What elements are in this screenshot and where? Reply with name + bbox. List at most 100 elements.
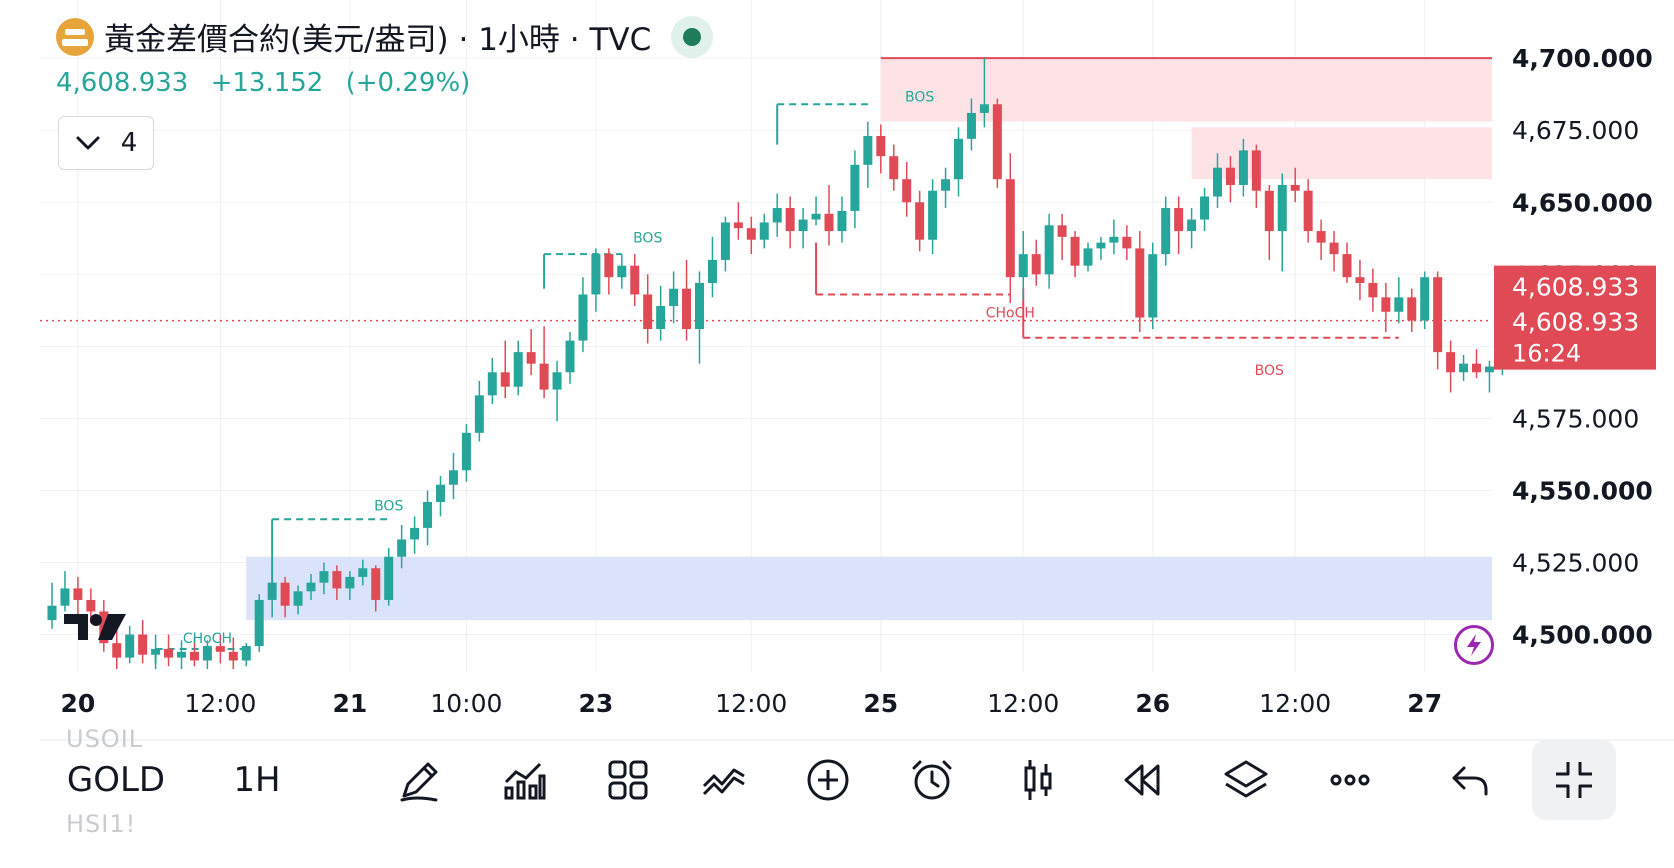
candle	[1109, 236, 1119, 243]
candle	[358, 568, 368, 577]
candle	[850, 164, 860, 211]
exit-fullscreen-icon[interactable]	[1532, 740, 1616, 820]
candle	[73, 588, 83, 600]
symbol-title[interactable]: 黃金差價合約(美元/盎司) · 1小時 · TVC	[104, 22, 652, 58]
layers-icon[interactable]	[1216, 735, 1276, 825]
last-price-label[interactable]	[1494, 265, 1656, 370]
structure-label: BOS	[1255, 363, 1284, 379]
candle	[436, 484, 445, 502]
candle	[164, 648, 174, 658]
candle	[228, 651, 238, 661]
undo-icon[interactable]	[1440, 735, 1500, 825]
y-axis-tick: 4,550.000	[1512, 476, 1653, 505]
demand-zone	[246, 556, 1492, 621]
indicators-icon[interactable]	[494, 735, 554, 825]
symbol-button[interactable]: GOLD	[66, 760, 166, 800]
candle	[837, 210, 847, 232]
candle	[280, 582, 290, 606]
candle	[267, 582, 277, 600]
layout-icon[interactable]	[598, 735, 658, 825]
candle	[565, 340, 575, 373]
x-axis-tick: 21	[332, 689, 367, 718]
x-axis-tick: 27	[1407, 689, 1442, 718]
candle	[293, 591, 303, 606]
candle	[1484, 366, 1494, 373]
candle	[189, 651, 199, 661]
indicator-count: 4	[120, 128, 138, 158]
candle	[811, 213, 821, 220]
chart-type-icon[interactable]	[1008, 735, 1068, 825]
candle	[759, 222, 769, 240]
candle	[487, 372, 497, 396]
candle	[526, 352, 536, 364]
y-axis-tick: 4,500.000	[1512, 621, 1653, 650]
alert-icon[interactable]	[902, 735, 962, 825]
candle	[1342, 254, 1352, 278]
candle	[410, 527, 420, 540]
last-price-value: 4,608.933	[1512, 308, 1639, 337]
structure-label: BOS	[905, 89, 934, 105]
candle	[86, 599, 96, 612]
candle	[474, 395, 484, 433]
candle	[1355, 277, 1365, 283]
draw-icon[interactable]	[390, 735, 450, 825]
candle	[215, 646, 225, 652]
candle	[138, 634, 148, 655]
candle	[889, 156, 899, 180]
candle	[1290, 184, 1300, 191]
faded-symbol-below: HSI1!	[66, 810, 137, 838]
candle	[384, 556, 394, 600]
candle	[1122, 236, 1132, 249]
candle	[151, 648, 161, 655]
candle	[500, 372, 510, 387]
interval-button[interactable]: 1H	[233, 760, 281, 800]
faded-symbol-above: USOIL	[66, 725, 144, 753]
supply-zone	[1191, 127, 1492, 180]
x-axis-tick: 23	[579, 689, 614, 718]
replay-icon[interactable]	[1112, 735, 1172, 825]
candle	[1264, 190, 1274, 232]
candle	[966, 112, 976, 139]
add-icon[interactable]	[798, 735, 858, 825]
market-open-status-icon[interactable]	[671, 15, 714, 58]
candle	[539, 363, 549, 390]
indicators-collapse-button[interactable]: 4	[58, 116, 154, 170]
candle	[1316, 231, 1326, 243]
candle	[397, 539, 407, 557]
chevron-down-icon	[76, 136, 100, 150]
trend-tools-icon[interactable]	[694, 735, 754, 825]
candle	[552, 372, 562, 390]
candle	[1200, 196, 1210, 220]
supply-zone	[880, 58, 1492, 122]
candle	[1433, 277, 1443, 353]
candle	[682, 288, 692, 330]
candle	[746, 228, 756, 240]
candle	[863, 135, 873, 165]
candle	[1213, 167, 1222, 197]
candle	[1161, 208, 1171, 255]
flash-alert-icon[interactable]	[1454, 625, 1494, 665]
candle	[1407, 297, 1417, 321]
x-axis-tick: 12:00	[1259, 689, 1331, 718]
candle	[772, 208, 782, 223]
candle	[1303, 190, 1313, 232]
structure-label: CHoCH	[986, 306, 1035, 322]
x-axis-tick: 25	[863, 689, 898, 718]
more-icon[interactable]	[1320, 735, 1380, 825]
candle	[1277, 184, 1287, 232]
bottom-toolbar: USOIL HSI1! GOLD 1H	[0, 725, 1674, 838]
tradingview-logo-icon[interactable]	[64, 612, 126, 642]
candle	[112, 643, 122, 658]
x-axis-tick: 12:00	[987, 689, 1059, 718]
candle	[1135, 248, 1145, 318]
chart-header: 黃金差價合約(美元/盎司) · 1小時 · TVC	[56, 14, 714, 59]
y-axis-tick: 4,675.000	[1512, 116, 1639, 145]
candle	[798, 219, 808, 232]
candle	[60, 588, 70, 606]
candle	[306, 582, 316, 592]
candle	[643, 294, 653, 330]
candle	[202, 646, 212, 661]
candle	[423, 501, 433, 528]
candle	[1044, 225, 1054, 275]
